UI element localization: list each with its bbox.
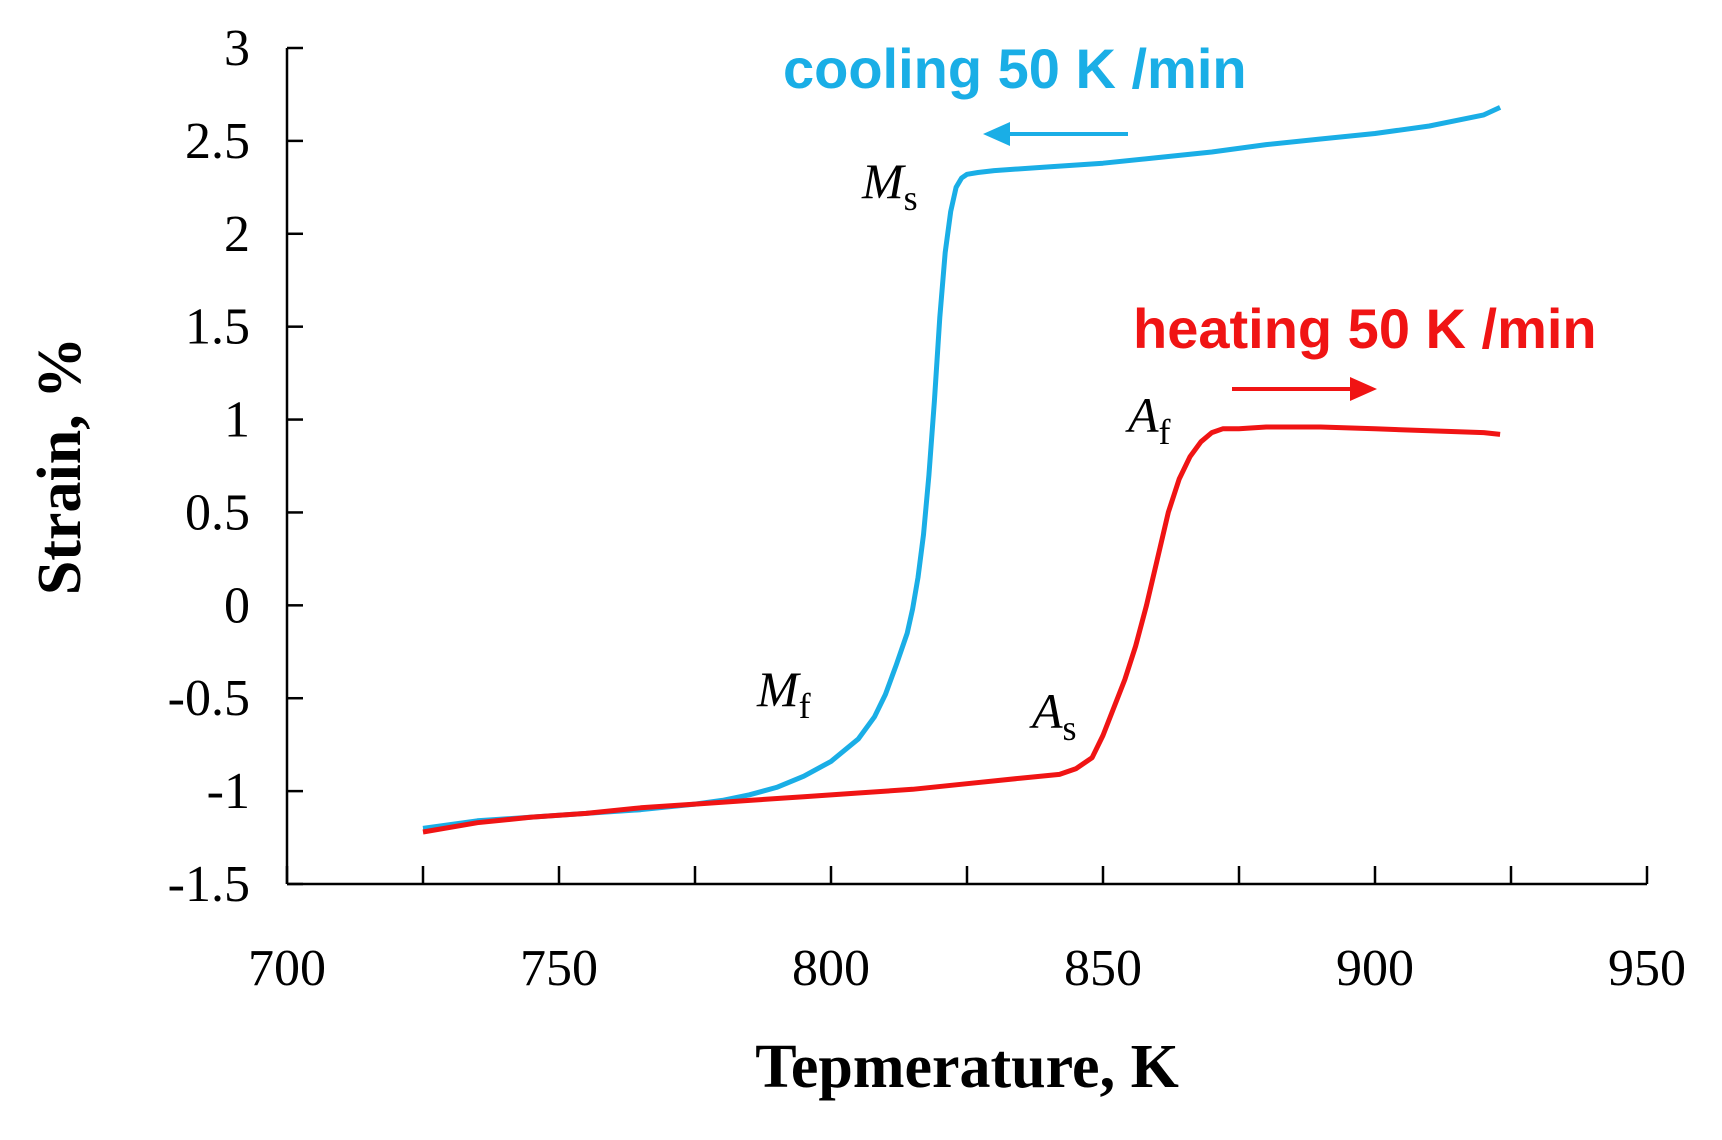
y-tick-label: 1.5 (185, 299, 250, 356)
y-tick-label: 0.5 (185, 484, 250, 541)
y-tick-label: 0 (224, 577, 250, 634)
x-tick-label: 850 (1064, 940, 1142, 997)
y-tick-label: -1.5 (168, 856, 250, 913)
x-ticks: 700 750 800 850 900 950 (248, 866, 1686, 997)
y-tick-label: -0.5 (168, 670, 250, 727)
series-cooling-line (422, 105, 1502, 831)
series-heating-line (422, 424, 1501, 835)
y-tick-label: 2.5 (185, 113, 250, 170)
mf-label: Mf (756, 661, 811, 726)
x-tick-label: 900 (1336, 940, 1414, 997)
y-tick-label: 3 (224, 20, 250, 77)
x-axis-title: Tepmerature, K (755, 1033, 1179, 1101)
y-tick-label: -1 (207, 763, 250, 820)
x-tick-label: 800 (792, 940, 870, 997)
heating-arrow-icon (1232, 377, 1377, 401)
y-ticks: 3 2.5 2 1.5 1 0.5 0 -0.5 -1 -1.5 (168, 20, 303, 913)
as-label: As (1029, 683, 1077, 748)
af-label: Af (1125, 387, 1171, 452)
x-tick-label: 700 (248, 940, 326, 997)
cooling-arrow-icon (983, 122, 1128, 146)
y-axis-title: Strain, % (26, 337, 94, 595)
y-tick-label: 1 (224, 392, 250, 449)
heating-annotation: heating 50 K /min (1133, 297, 1597, 360)
y-tick-label: 2 (224, 206, 250, 263)
ms-label: Ms (861, 153, 918, 218)
x-tick-label: 950 (1608, 940, 1686, 997)
x-tick-label: 750 (520, 940, 598, 997)
cooling-annotation: cooling 50 K /min (783, 37, 1247, 100)
